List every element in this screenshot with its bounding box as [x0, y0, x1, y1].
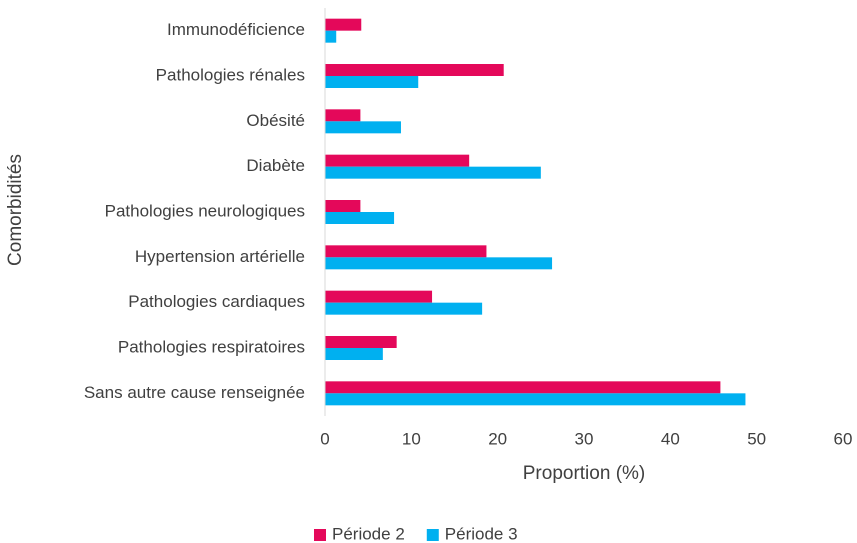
bar [325, 200, 361, 212]
bar [325, 76, 419, 88]
y-tick-label: Diabète [246, 156, 305, 175]
legend-label: Période 2 [332, 524, 405, 543]
x-tick-label: 30 [575, 429, 594, 448]
x-tick-label: 0 [320, 429, 329, 448]
x-axis-label: Proportion (%) [523, 463, 646, 484]
y-tick-label: Sans autre cause renseignée [84, 383, 305, 402]
bar [325, 166, 541, 179]
bar [325, 393, 746, 406]
bar [325, 302, 483, 315]
bar [325, 109, 361, 122]
y-tick-label: Hypertension artérielle [135, 247, 305, 266]
bar [325, 348, 383, 360]
x-tick-label: 10 [402, 429, 421, 448]
x-tick-label: 40 [661, 429, 680, 448]
legend-swatch [314, 529, 326, 541]
y-tick-label: Obésité [246, 111, 305, 130]
y-tick-label: Pathologies rénales [156, 65, 305, 84]
x-tick-label: 50 [747, 429, 766, 448]
legend-label: Période 3 [445, 524, 518, 543]
y-tick-label: Pathologies respiratoires [118, 337, 305, 356]
bar [325, 336, 397, 348]
legend-swatch [426, 529, 439, 541]
y-tick-label: Pathologies neurologiques [105, 201, 305, 220]
bar [325, 121, 401, 134]
bar [325, 154, 470, 167]
bar [325, 212, 395, 224]
bar [325, 64, 504, 76]
bar [325, 290, 433, 303]
bar [325, 245, 487, 258]
bar [325, 18, 362, 31]
x-tick-label: 20 [488, 429, 507, 448]
bar [325, 30, 337, 43]
y-tick-label: Immunodéficience [167, 20, 305, 39]
y-axis-label: Comorbidités [5, 154, 26, 266]
bar [325, 257, 553, 270]
x-tick-label: 60 [834, 429, 853, 448]
y-tick-label: Pathologies cardiaques [128, 292, 305, 311]
bar [325, 381, 721, 394]
